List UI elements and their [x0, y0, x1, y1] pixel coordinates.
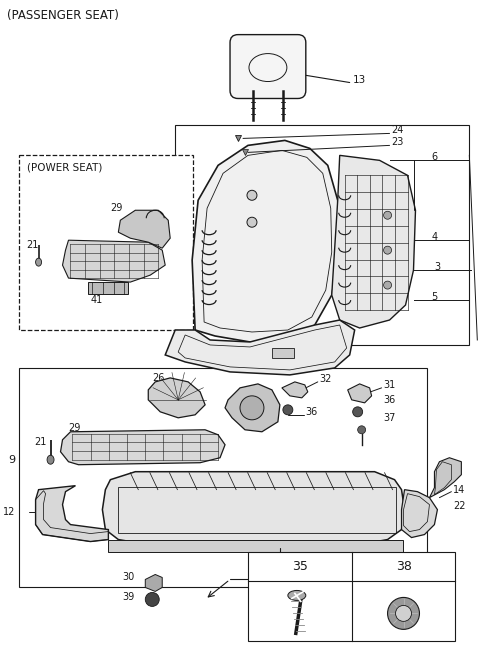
Text: 22: 22	[454, 501, 466, 510]
Ellipse shape	[36, 258, 42, 266]
Ellipse shape	[288, 590, 306, 600]
Text: 23: 23	[392, 137, 404, 148]
Text: 6: 6	[432, 152, 438, 163]
Circle shape	[384, 246, 392, 254]
Polygon shape	[165, 320, 355, 375]
Bar	[119, 487, 396, 533]
Text: 21: 21	[35, 437, 47, 447]
Text: 26: 26	[152, 373, 165, 383]
Polygon shape	[36, 485, 108, 542]
Text: 3: 3	[434, 262, 441, 272]
Text: 32: 32	[320, 374, 332, 384]
Polygon shape	[348, 384, 372, 403]
Text: 29: 29	[69, 422, 81, 433]
Bar	[175, 125, 469, 345]
Text: 5: 5	[432, 292, 438, 302]
Text: 37: 37	[384, 413, 396, 423]
Circle shape	[283, 405, 293, 415]
Circle shape	[247, 217, 257, 227]
Circle shape	[145, 592, 159, 606]
Polygon shape	[145, 575, 162, 592]
Circle shape	[396, 605, 411, 621]
Text: 36: 36	[384, 395, 396, 405]
Bar	[248, 552, 456, 642]
Circle shape	[387, 598, 420, 629]
Circle shape	[247, 190, 257, 200]
Circle shape	[384, 281, 392, 289]
Bar	[272, 348, 294, 358]
Text: 17: 17	[268, 567, 280, 577]
Text: 12: 12	[3, 506, 15, 517]
Circle shape	[384, 211, 392, 219]
Text: 38: 38	[396, 560, 411, 573]
Bar	[19, 155, 193, 330]
Polygon shape	[282, 382, 308, 398]
Text: 29: 29	[110, 203, 123, 213]
Text: 21: 21	[26, 240, 39, 250]
Text: 41: 41	[90, 295, 103, 305]
Polygon shape	[225, 384, 280, 432]
Polygon shape	[62, 240, 165, 282]
Circle shape	[240, 396, 264, 420]
Bar	[108, 539, 403, 552]
Text: 39: 39	[122, 592, 134, 602]
Text: 4: 4	[432, 232, 438, 242]
Text: 31: 31	[384, 380, 396, 390]
Text: 13: 13	[353, 75, 366, 85]
Text: (PASSENGER SEAT): (PASSENGER SEAT)	[7, 9, 119, 22]
Ellipse shape	[47, 455, 54, 464]
Bar	[88, 282, 128, 294]
Polygon shape	[102, 472, 405, 544]
Text: 36: 36	[306, 407, 318, 417]
Polygon shape	[60, 430, 225, 464]
Text: 24: 24	[392, 125, 404, 135]
Polygon shape	[148, 378, 205, 418]
Text: (POWER SEAT): (POWER SEAT)	[26, 162, 102, 173]
Polygon shape	[402, 489, 437, 537]
Text: 14: 14	[454, 485, 466, 495]
Bar	[19, 368, 428, 588]
Circle shape	[358, 426, 366, 434]
Text: 35: 35	[292, 560, 308, 573]
Text: 30: 30	[122, 573, 134, 583]
Text: 9: 9	[9, 455, 16, 464]
Circle shape	[353, 407, 363, 417]
Polygon shape	[430, 458, 461, 498]
Polygon shape	[119, 211, 170, 248]
Polygon shape	[332, 155, 416, 328]
FancyBboxPatch shape	[230, 35, 306, 98]
Polygon shape	[192, 140, 340, 342]
